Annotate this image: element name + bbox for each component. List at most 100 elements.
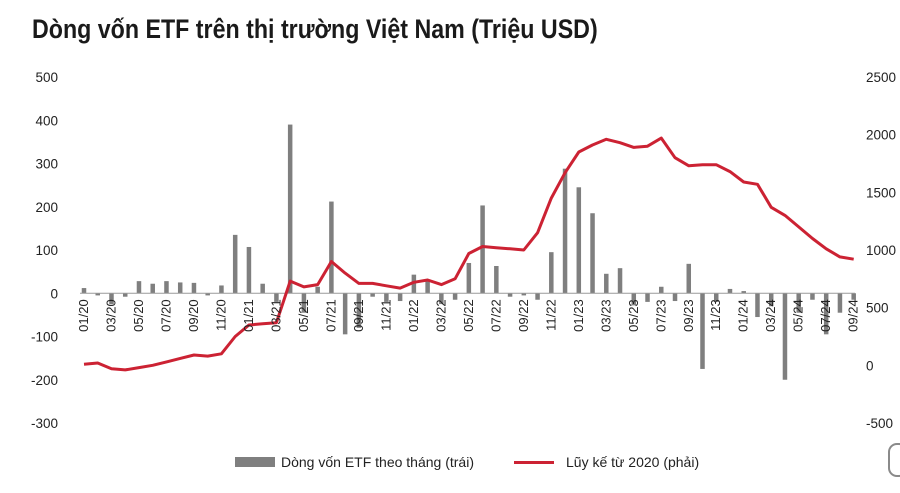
right-tick-label: 0 [866,358,874,373]
left-tick-label: -300 [31,416,58,431]
x-tick-label: 01/22 [406,299,421,332]
x-tick-label: 07/21 [323,299,338,332]
legend: Dòng vốn ETF theo tháng (trái) Lũy kế từ… [235,454,699,470]
legend-bar-label: Dòng vốn ETF theo tháng (trái) [281,454,474,470]
bar-04/21 [287,124,293,294]
bar-07/23 [659,286,664,294]
left-tick-label: 100 [35,243,58,258]
scroll-handle-icon[interactable] [888,443,900,477]
x-tick-label: 11/22 [543,299,558,331]
bar-03/21 [274,293,279,302]
bar-07/22 [494,266,499,294]
bar-06/21 [315,286,320,294]
bar-09/20 [191,282,197,294]
bar-11/22 [549,252,554,294]
bar-04/23 [617,268,623,294]
bar-08/21 [342,293,348,335]
x-tick-label: 03/24 [763,299,778,332]
right-tick-label: 2500 [866,70,896,85]
bar-03/24 [768,293,774,307]
x-tick-label: 03/20 [103,299,118,332]
legend-line-label: Lũy kế từ 2020 (phải) [566,454,700,470]
bar-09/24 [851,293,856,300]
bar-03/23 [604,273,609,294]
bar-07/24 [823,293,829,335]
bar-03/20 [109,293,114,305]
x-tick-label: 11/20 [213,299,228,331]
left-tick-label: 500 [35,70,58,85]
bar-07/21 [329,201,334,294]
bar-12/22 [562,168,568,294]
legend-line-swatch [514,460,554,464]
bar-05/21 [301,293,307,313]
bar-05/23 [631,293,637,306]
bar-02/20 [95,293,100,296]
left-tick-label: -100 [31,330,58,345]
x-tick-label: 03/22 [433,299,448,332]
x-tick-label: 05/21 [296,299,311,332]
right-tick-label: 1000 [866,243,896,258]
bar-02/22 [425,281,430,294]
x-tick-label: 07/23 [653,299,668,332]
bar-01/22 [411,274,417,294]
right-tick-label: 500 [866,301,889,316]
bar-10/21 [370,293,375,297]
x-tick-label: 03/21 [268,299,283,332]
bar-04/24 [782,293,788,380]
x-tick-label: 09/24 [846,299,861,332]
bar-series [81,124,856,380]
bar-04/20 [122,293,128,297]
bar-02/21 [260,283,265,294]
bar-02/24 [755,293,760,318]
x-tick-label: 07/24 [818,299,833,332]
x-tick-label: 09/21 [351,299,366,332]
bar-06/23 [645,293,650,302]
x-tick-label: 03/23 [598,299,613,332]
cumulative-line [83,136,854,372]
bar-09/21 [356,293,362,328]
bar-08/20 [177,282,183,294]
bar-08/23 [672,293,678,302]
right-tick-label: 1500 [866,185,896,200]
x-tick-label: 01/20 [76,299,91,332]
x-tick-label: 05/24 [791,299,806,332]
left-tick-label: 300 [35,157,58,172]
bar-06/22 [480,205,485,294]
right-tick-label: -500 [866,416,893,431]
x-tick-label: 07/22 [488,299,503,332]
bar-06/20 [150,283,155,294]
x-tick-label: 09/23 [681,299,696,332]
bar-01/21 [246,246,252,294]
bar-08/24 [837,293,843,313]
x-tick-label: 09/22 [516,299,531,332]
x-tick-label: 11/23 [708,299,723,331]
bar-08/22 [507,293,513,297]
bar-12/23 [727,288,733,294]
x-axis-ticks: 01/20 03/20 05/20 07/20 09/20 11/20 01/21 03/21… [76,299,861,332]
x-tick-label: 05/23 [626,299,641,332]
legend-bar-swatch [235,457,275,467]
bar-10/22 [535,293,540,300]
x-tick-label: 05/22 [461,299,476,332]
bar-06/24 [810,293,815,300]
chart-title: Dòng vốn ETF trên thị trường Việt Nam (T… [32,14,598,44]
left-tick-label: -200 [31,373,58,388]
bar-07/20 [164,281,169,294]
bar-05/22 [466,262,472,294]
bar-12/20 [232,234,238,294]
bar-01/24 [741,291,746,294]
x-tick-label: 07/20 [158,299,173,332]
left-tick-label: 200 [35,200,58,215]
x-tick-label: 01/24 [736,299,751,332]
x-tick-label: 05/20 [131,299,146,332]
right-axis-ticks: 2500 2000 1500 1000 500 0 -500 [866,70,896,431]
bar-03/22 [439,293,444,305]
bar-11/23 [713,293,719,302]
bar-11/20 [219,285,224,294]
x-tick-label: 01/21 [241,299,256,332]
bar-01/20 [81,288,87,294]
bar-09/23 [686,263,692,294]
bar-11/21 [384,293,389,302]
bar-10/20 [205,293,210,296]
